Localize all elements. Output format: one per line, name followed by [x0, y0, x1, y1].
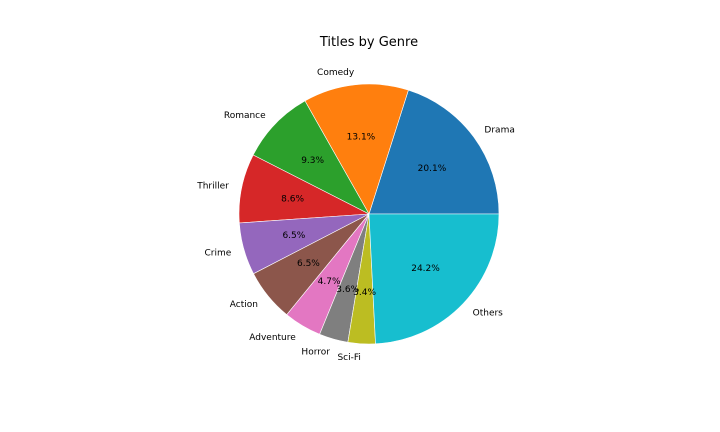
- slice-comedy: [304, 83, 409, 215]
- category-label-action: Action: [230, 300, 258, 310]
- category-label-crime: Crime: [205, 249, 232, 259]
- pct-label-crime: 6.5%: [282, 231, 305, 241]
- pct-label-drama: 20.1%: [418, 164, 447, 174]
- pct-label-action: 6.5%: [297, 259, 320, 269]
- slice-others: [368, 213, 500, 345]
- category-label-drama: Drama: [484, 126, 514, 136]
- category-label-romance: Romance: [224, 111, 266, 121]
- chart-title: Titles by Genre: [319, 35, 418, 50]
- pct-label-comedy: 13.1%: [347, 132, 376, 142]
- category-label-thriller: Thriller: [196, 181, 229, 191]
- category-label-others: Others: [473, 309, 504, 319]
- category-label-comedy: Comedy: [317, 68, 355, 78]
- pct-label-others: 24.2%: [411, 264, 440, 274]
- category-label-horror: Horror: [301, 348, 330, 358]
- pie-slices: [238, 83, 500, 345]
- pct-label-sci-fi: 3.4%: [353, 288, 376, 298]
- pct-label-thriller: 8.6%: [281, 194, 304, 204]
- slice-drama: [368, 89, 500, 215]
- pct-label-adventure: 4.7%: [318, 277, 341, 287]
- pct-label-horror: 3.6%: [336, 285, 359, 295]
- category-label-adventure: Adventure: [249, 333, 296, 343]
- percent-labels: 20.1% 13.1% 9.3% 8.6% 6.5% 6.5% 4.7%3.6%3.4% 24…: [281, 132, 447, 297]
- pct-label-romance: 9.3%: [301, 156, 324, 166]
- category-label-sci-fi: Sci-Fi: [337, 353, 360, 363]
- category-labels: Drama Comedy Romance Thriller Crime Action Adv…: [196, 68, 515, 363]
